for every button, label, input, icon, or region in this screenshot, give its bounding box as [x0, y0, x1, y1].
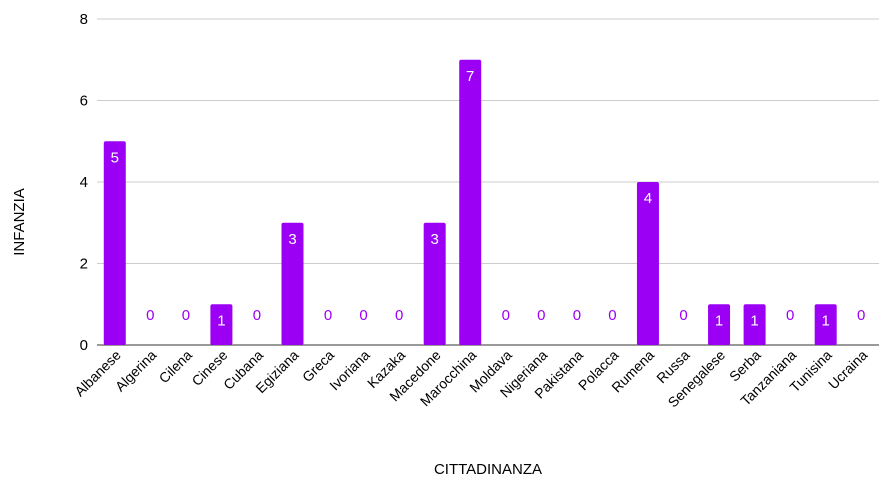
data-label: 1 [715, 312, 723, 329]
data-label: 0 [324, 307, 332, 324]
bar [103, 141, 126, 345]
y-axis-title: INFANZIA [11, 188, 28, 256]
data-label: 3 [431, 231, 439, 248]
y-tick-label: 6 [80, 93, 88, 110]
bar [743, 304, 766, 345]
grid-lines [97, 18, 879, 346]
y-tick-label: 8 [80, 11, 88, 28]
bar [708, 304, 731, 345]
bar [814, 304, 837, 345]
x-tick-label: Cilena [156, 347, 196, 387]
data-label: 1 [750, 312, 758, 329]
data-label: 0 [502, 307, 510, 324]
bars [103, 59, 837, 345]
data-label: 7 [466, 68, 474, 85]
x-axis-ticks: AlbaneseAlgerinaCilenaCineseCubanaEgizia… [71, 347, 870, 411]
data-label: 0 [857, 307, 865, 324]
data-label: 0 [253, 307, 261, 324]
y-tick-label: 0 [80, 337, 88, 354]
data-label: 3 [288, 231, 296, 248]
data-label: 0 [608, 307, 616, 324]
data-label: 0 [679, 307, 687, 324]
bar [459, 59, 482, 345]
data-label: 0 [395, 307, 403, 324]
data-label: 1 [822, 312, 830, 329]
data-label: 5 [111, 149, 119, 166]
y-axis-ticks: 0 2 4 6 8 [80, 11, 88, 354]
bar [281, 222, 304, 345]
x-tick-label: Ucraina [825, 347, 871, 393]
data-label: 0 [146, 307, 154, 324]
data-label: 0 [537, 307, 545, 324]
data-label: 0 [573, 307, 581, 324]
bar [423, 222, 446, 345]
data-labels: 5 0 0 1 0 3 0 0 0 3 7 0 0 0 0 4 0 1 1 0 1 0 [111, 68, 866, 330]
data-label: 0 [786, 307, 794, 324]
y-tick-label: 4 [80, 174, 88, 191]
bar [636, 182, 659, 345]
data-label: 0 [359, 307, 367, 324]
data-label: 0 [182, 307, 190, 324]
data-label: 4 [644, 190, 652, 207]
x-tick-label: Albanese [71, 347, 124, 400]
bar [210, 304, 233, 345]
x-tick-label: Ivoriana [326, 347, 373, 394]
x-axis-title: CITTADINANZA [434, 461, 542, 478]
data-label: 1 [217, 312, 225, 329]
y-tick-label: 2 [80, 256, 88, 273]
